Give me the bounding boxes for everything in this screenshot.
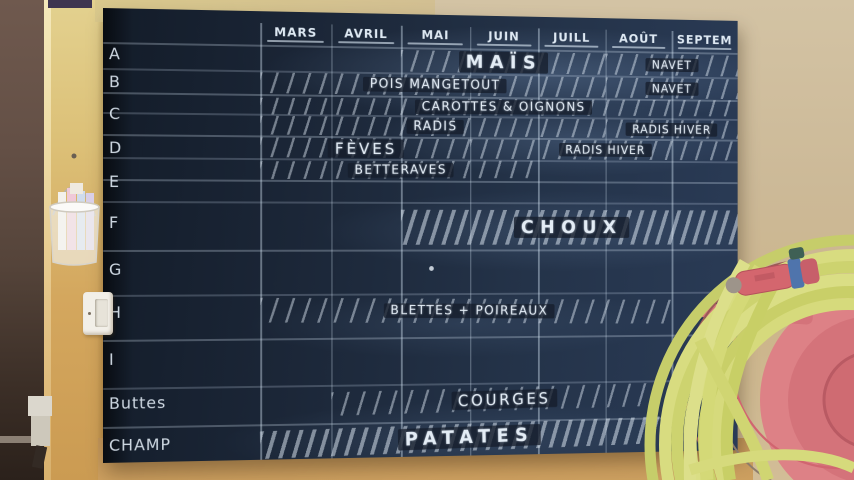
chalk-dot xyxy=(429,266,434,271)
wall-bracket xyxy=(28,396,52,416)
crop-label: FÈVES xyxy=(328,138,404,158)
crop-label: RADIS HIVER xyxy=(625,122,718,137)
reel-hub xyxy=(822,353,854,447)
crop-label: COURGES xyxy=(450,388,557,410)
hose-nozzle xyxy=(725,247,820,296)
crop-bar: POIS MANGETOUT xyxy=(260,71,605,98)
hose-reel xyxy=(644,234,854,480)
chalk-bucket xyxy=(49,153,100,266)
light-switch-rocker xyxy=(95,299,108,327)
row-label: CHAMP xyxy=(108,434,171,455)
shelf-edge-streak xyxy=(0,436,42,443)
crop-bar: CAROTTES & OIGNONS xyxy=(260,97,738,118)
month-header: SEPTEM xyxy=(672,32,738,50)
crop-label: PATATES xyxy=(397,423,541,451)
ceiling-edge-object xyxy=(48,0,92,8)
chalk-cube xyxy=(70,183,83,194)
crop-label: BLETTES + POIREAUX xyxy=(383,303,555,319)
crop-label: RADIS xyxy=(406,119,465,135)
row-label: B xyxy=(108,72,121,92)
wall-bracket xyxy=(31,416,50,446)
row-label: A xyxy=(108,44,121,64)
crop-bar: RADIS xyxy=(260,115,605,139)
crop-bar: RADIS HIVER xyxy=(470,138,738,161)
reel-disc-inner xyxy=(788,317,854,480)
crop-bar: BETTERAVES xyxy=(260,160,538,180)
row-label: C xyxy=(108,104,122,124)
month-header: AOÛT xyxy=(605,31,671,49)
chalk-grid-line-horizontal xyxy=(103,179,738,185)
crop-label: RADIS HIVER xyxy=(558,142,652,158)
month-header: JUIN xyxy=(470,28,538,47)
crop-label: NAVET xyxy=(645,81,699,96)
bucket-rim xyxy=(49,201,100,213)
light-switch xyxy=(83,292,113,335)
month-header: MARS xyxy=(260,24,331,43)
crop-label: CAROTTES & OIGNONS xyxy=(415,99,592,115)
crop-bar: NAVET xyxy=(605,76,737,100)
nail xyxy=(71,153,77,159)
crop-label: POIS MANGETOUT xyxy=(363,76,507,94)
crop-bar: NAVET xyxy=(605,53,737,78)
crop-label: BETTERAVES xyxy=(347,162,454,178)
month-header: MAI xyxy=(401,27,470,46)
row-label: Buttes xyxy=(108,393,167,413)
crop-bar: FÈVES xyxy=(260,136,470,159)
chalk-grid-line-horizontal xyxy=(103,201,738,205)
crop-bar: RADIS HIVER xyxy=(605,118,737,139)
nozzle-clip xyxy=(788,247,805,260)
row-label: I xyxy=(108,349,115,369)
crop-bar: MAÏS xyxy=(401,49,605,75)
crop-label: MAÏS xyxy=(459,51,549,74)
bucket-cup xyxy=(49,206,100,266)
crop-label: NAVET xyxy=(645,58,699,73)
light-switch-screw xyxy=(88,312,91,315)
month-header: JUILL xyxy=(538,29,605,47)
month-header: AVRIL xyxy=(331,25,401,44)
